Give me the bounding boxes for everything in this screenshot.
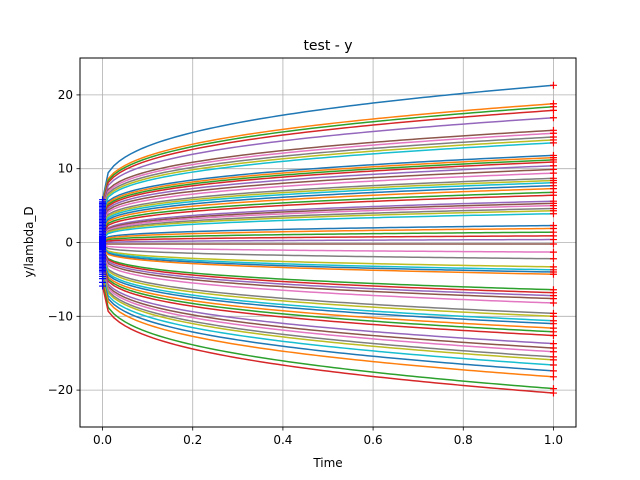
y-tick-label: 20: [58, 88, 73, 102]
x-tick-label: 0.0: [93, 433, 112, 447]
x-tick-label: 0.8: [454, 433, 473, 447]
y-tick-label: −20: [48, 383, 73, 397]
y-tick-label: 0: [65, 236, 73, 250]
y-tick-label: −10: [48, 309, 73, 323]
x-tick-label: 0.4: [273, 433, 292, 447]
y-axis-label: y/lambda_D: [22, 206, 36, 277]
x-axis-label: Time: [312, 456, 342, 470]
x-tick-label: 0.2: [183, 433, 202, 447]
x-tick-label: 1.0: [544, 433, 563, 447]
chart-title: test - y: [303, 38, 352, 54]
y-tick-label: 10: [58, 162, 73, 176]
x-tick-label: 0.6: [364, 433, 383, 447]
